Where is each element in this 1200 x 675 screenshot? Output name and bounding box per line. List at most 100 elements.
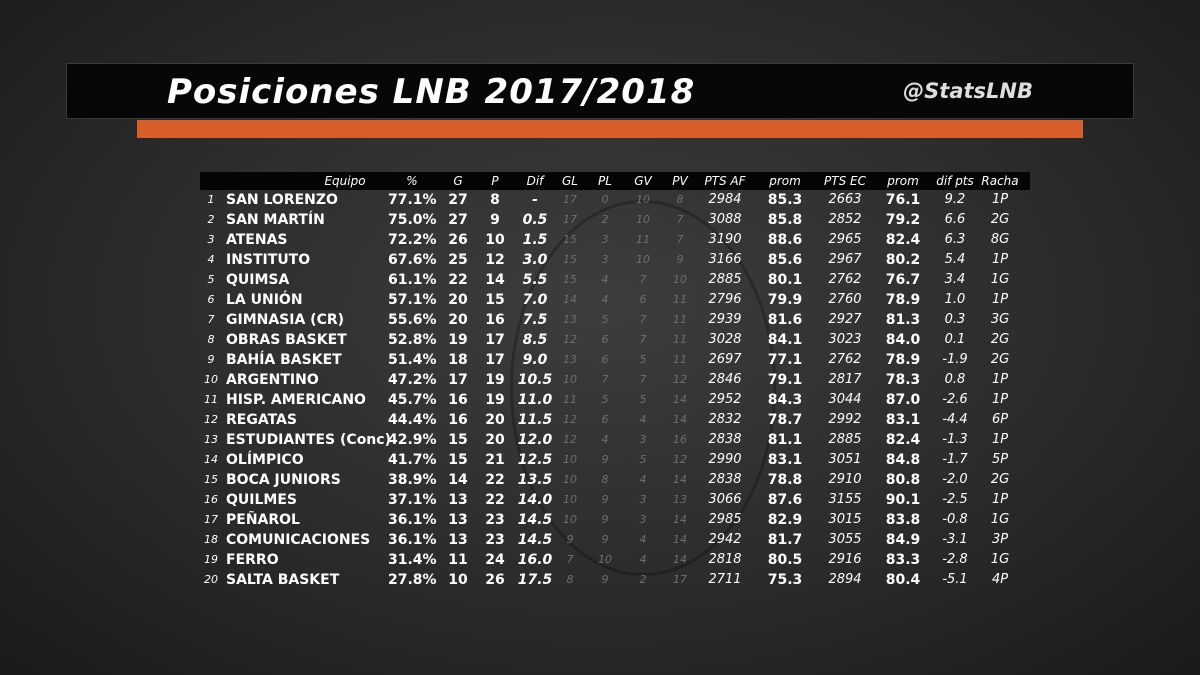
cell: 5P <box>991 452 1009 467</box>
cell: 36.1% <box>388 512 437 528</box>
column-header: PL <box>598 174 612 188</box>
team-row: 4 INSTITUTO 67.6% 25 12 3.0 15 3 10 9 3166 85.6 2967… <box>200 250 1030 270</box>
cell: 11.5 <box>517 412 553 428</box>
cell: 7 <box>639 333 647 346</box>
team-row: 13 ESTUDIANTES (Conc) 42.9% 15 20 12.0 12 4 3 16 2… <box>200 430 1030 450</box>
cell: OBRAS BASKET <box>226 332 347 348</box>
cell: 6 <box>601 333 609 346</box>
cell: 72.2% <box>388 232 437 248</box>
team-row: 18 COMUNICACIONES 36.1% 13 23 14.5 9 9 4 14 2942 81… <box>200 530 1030 550</box>
cell: 37.1% <box>388 492 437 508</box>
cell: 2832 <box>708 412 742 427</box>
cell: SAN MARTÍN <box>226 212 325 228</box>
rank: 3 <box>207 233 215 246</box>
cell: 80.5 <box>767 552 803 568</box>
cell: 15 <box>448 452 468 468</box>
team-row: 11 HISP. AMERICANO 45.7% 16 19 11.0 11 5 5 14 2952… <box>200 390 1030 410</box>
rank: 18 <box>204 533 218 546</box>
handle: @StatsLNB <box>903 79 1033 103</box>
cell: 2817 <box>828 372 862 387</box>
cell: 2942 <box>708 532 742 547</box>
cell: 2760 <box>828 292 862 307</box>
cell: 2711 <box>708 572 742 587</box>
cell: 20 <box>485 432 505 448</box>
cell: 13 <box>563 353 577 366</box>
cell: 78.9 <box>885 352 921 368</box>
cell: 4 <box>601 273 609 286</box>
team-row: 1 SAN LORENZO 77.1% 27 8 - 17 0 10 8 2984 85.3 2663 7… <box>200 190 1030 210</box>
cell: 1P <box>991 492 1009 507</box>
column-header: prom <box>769 174 801 188</box>
cell: 14 <box>673 533 687 546</box>
cell: 11 <box>673 313 687 326</box>
cell: 2 <box>601 213 609 226</box>
cell: GIMNASIA (CR) <box>226 312 345 328</box>
cell: 20 <box>485 412 505 428</box>
cell: 2985 <box>708 512 742 527</box>
cell: 2846 <box>708 372 742 387</box>
cell: 2818 <box>708 552 742 567</box>
cell: 78.9 <box>885 292 921 308</box>
cell: 14 <box>673 413 687 426</box>
cell: 7 <box>566 553 574 566</box>
cell: 23 <box>485 512 505 528</box>
cell: 8 <box>566 573 574 586</box>
cell: 78.3 <box>885 372 921 388</box>
cell: -1.9 <box>942 352 968 367</box>
team-row: 19 FERRO 31.4% 11 24 16.0 7 10 4 14 2818 80.5 2916 83… <box>200 550 1030 570</box>
cell: 3051 <box>828 452 862 467</box>
cell: SALTA BASKET <box>226 572 340 588</box>
cell: 83.3 <box>885 552 921 568</box>
cell: 22 <box>448 272 468 288</box>
cell: 12 <box>673 453 687 466</box>
cell: 16 <box>448 392 468 408</box>
cell: QUIMSA <box>226 272 290 288</box>
cell: 10 <box>485 232 505 248</box>
cell: 75.3 <box>767 572 803 588</box>
cell: 11 <box>673 293 687 306</box>
cell: 17 <box>673 573 687 586</box>
cell: 83.8 <box>885 512 921 528</box>
cell: 82.9 <box>767 512 803 528</box>
cell: 5 <box>639 453 647 466</box>
column-header: GV <box>634 174 652 188</box>
cell: 3066 <box>708 492 742 507</box>
cell: 82.4 <box>885 432 921 448</box>
cell: 10 <box>636 213 650 226</box>
cell: 80.2 <box>885 252 921 268</box>
cell: 10 <box>563 513 577 526</box>
cell: 85.8 <box>767 212 803 228</box>
cell: 1P <box>991 372 1009 387</box>
cell: 55.6% <box>388 312 437 328</box>
rank: 11 <box>204 393 218 406</box>
cell: 79.2 <box>885 212 921 228</box>
cell: 80.1 <box>767 272 803 288</box>
standings-table: Equipo% G P Dif GL PL GV PV PTS AF prom PTS EC prom… <box>200 172 1030 590</box>
cell: 26 <box>448 232 468 248</box>
cell: 0.8 <box>944 372 966 387</box>
accent-bar <box>137 120 1083 138</box>
cell: 7.5 <box>522 312 548 328</box>
cell: 14.0 <box>517 492 553 508</box>
cell: COMUNICACIONES <box>226 532 371 548</box>
cell: -4.4 <box>942 412 968 427</box>
cell: 13 <box>448 512 468 528</box>
rank: 15 <box>204 473 218 486</box>
column-header: Equipo <box>324 174 366 188</box>
cell: 3015 <box>828 512 862 527</box>
cell: 25 <box>448 252 468 268</box>
cell: 9 <box>601 533 609 546</box>
cell: 14 <box>673 473 687 486</box>
cell: 77.1 <box>767 352 803 368</box>
cell: 14 <box>448 472 468 488</box>
cell: 3155 <box>828 492 862 507</box>
cell: 2984 <box>708 192 742 207</box>
cell: 11 <box>636 233 650 246</box>
rank: 14 <box>204 453 218 466</box>
cell: 12 <box>485 252 505 268</box>
cell: 1P <box>991 432 1009 447</box>
column-header: P <box>491 174 499 188</box>
rank: 20 <box>204 573 218 586</box>
cell: 0.5 <box>522 212 548 228</box>
cell: 2G <box>990 332 1010 347</box>
